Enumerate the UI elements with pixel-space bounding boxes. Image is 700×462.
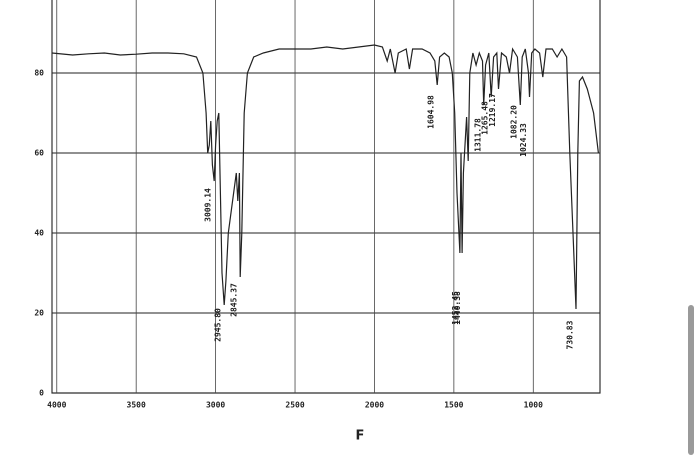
caption: F	[356, 429, 365, 444]
x-tick-label: 1000	[524, 401, 543, 410]
peak-label: 1265.48	[481, 101, 490, 135]
x-tick-label: 3000	[206, 401, 225, 410]
peak-label: 1219.17	[488, 93, 497, 127]
peak-label: 1024.33	[519, 123, 528, 157]
x-tick-label: 1500	[444, 401, 463, 410]
peak-label: 730.83	[566, 320, 575, 349]
peak-label: 1082.20	[510, 105, 519, 139]
scrollbar[interactable]	[688, 305, 694, 455]
peak-label: 3009.14	[204, 188, 213, 222]
spectrum-line	[51, 44, 599, 310]
y-tick-label: 0	[39, 389, 44, 398]
y-tick-label: 40	[34, 229, 44, 238]
peak-label: 1311.78	[473, 118, 482, 152]
peak-label: 1604.98	[427, 95, 436, 129]
x-tick-label: 2500	[285, 401, 304, 410]
y-tick-label: 80	[34, 69, 44, 78]
peak-label: 2845.37	[230, 283, 239, 317]
y-tick-label: 20	[34, 309, 44, 318]
y-tick-label: 60	[34, 149, 44, 158]
x-tick-label: 2000	[365, 401, 384, 410]
x-tick-label: 4000	[47, 401, 66, 410]
x-tick-label: 3500	[127, 401, 146, 410]
peak-label: 2945.80	[214, 308, 223, 342]
peak-label: 1452.45	[451, 291, 460, 325]
peak-label: 1440.38	[453, 291, 462, 325]
